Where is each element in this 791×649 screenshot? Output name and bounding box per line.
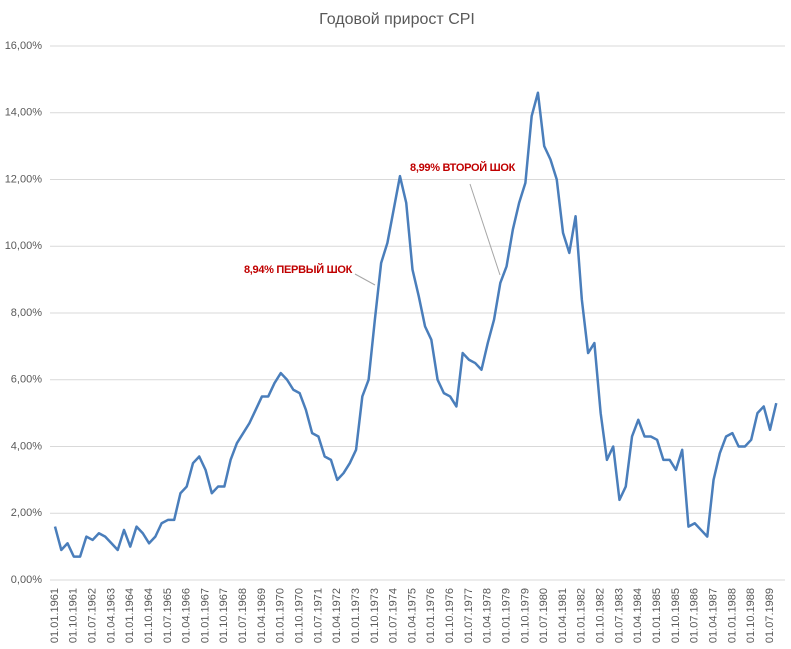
x-tick-label: 01.10.1982 <box>595 588 607 643</box>
y-tick-label: 0,00% <box>11 574 42 586</box>
x-tick-label: 01.04.1981 <box>557 588 569 643</box>
x-tick-label: 01.01.1961 <box>49 588 61 643</box>
x-tick-label: 01.04.1969 <box>256 588 268 643</box>
x-tick-label: 01.10.1973 <box>369 588 381 643</box>
x-tick-label: 01.07.1965 <box>162 588 174 643</box>
y-tick-label: 12,00% <box>5 173 43 185</box>
annotation-leader <box>354 273 376 286</box>
x-tick-label: 01.04.1987 <box>707 588 719 643</box>
x-tick-label: 01.07.1962 <box>87 588 99 643</box>
x-tick-label: 01.07.1983 <box>613 588 625 643</box>
annotation-leader <box>469 183 501 276</box>
x-tick-label: 01.10.1988 <box>745 588 757 643</box>
x-tick-label: 01.10.1961 <box>68 588 80 643</box>
x-tick-label: 01.07.1968 <box>237 588 249 643</box>
x-tick-label: 01.01.1988 <box>726 588 738 643</box>
x-tick-label: 01.01.1979 <box>500 588 512 643</box>
y-tick-label: 16,00% <box>5 40 43 52</box>
x-tick-label: 01.10.1967 <box>218 588 230 643</box>
x-tick-label: 01.07.1989 <box>764 588 776 643</box>
y-tick-label: 2,00% <box>11 507 42 519</box>
x-tick-label: 01.01.1976 <box>425 588 437 643</box>
x-tick-label: 01.04.1966 <box>181 588 193 643</box>
x-tick-label: 01.01.1985 <box>651 588 663 643</box>
x-tick-label: 01.04.1984 <box>632 588 644 643</box>
x-tick-label: 01.07.1980 <box>538 588 550 643</box>
annotation: 8,99% ВТОРОЙ ШОК <box>410 161 516 174</box>
x-tick-label: 01.10.1976 <box>444 588 456 643</box>
x-tick-label: 01.07.1974 <box>388 588 400 643</box>
x-tick-label: 01.07.1986 <box>689 588 701 643</box>
x-tick-label: 01.04.1978 <box>482 588 494 643</box>
x-tick-label: 01.10.1985 <box>670 588 682 643</box>
x-tick-label: 01.04.1972 <box>331 588 343 643</box>
y-tick-label: 14,00% <box>5 107 43 119</box>
x-tick-label: 01.01.1973 <box>350 588 362 643</box>
x-tick-label: 01.10.1964 <box>143 588 155 643</box>
chart-title: Годовой прирост CPI <box>319 11 475 28</box>
line-series <box>53 91 778 558</box>
x-tick-label: 01.04.1975 <box>406 588 418 643</box>
x-tick-label: 01.01.1967 <box>199 588 211 643</box>
x-tick-label: 01.04.1963 <box>105 588 117 643</box>
x-tick-label: 01.01.1970 <box>275 588 287 643</box>
x-tick-label: 01.10.1979 <box>519 588 531 643</box>
y-tick-label: 8,00% <box>11 307 42 319</box>
y-tick-label: 6,00% <box>11 374 42 386</box>
annotation: 8,94% ПЕРВЫЙ ШОК <box>244 263 353 276</box>
x-tick-label: 01.07.1971 <box>312 588 324 643</box>
y-tick-label: 4,00% <box>11 440 42 452</box>
x-tick-label: 01.07.1977 <box>463 588 475 643</box>
y-tick-label: 10,00% <box>5 240 43 252</box>
x-tick-label: 01.10.1970 <box>294 588 306 643</box>
x-tick-label: 01.01.1982 <box>576 588 588 643</box>
x-tick-label: 01.01.1964 <box>124 588 136 643</box>
